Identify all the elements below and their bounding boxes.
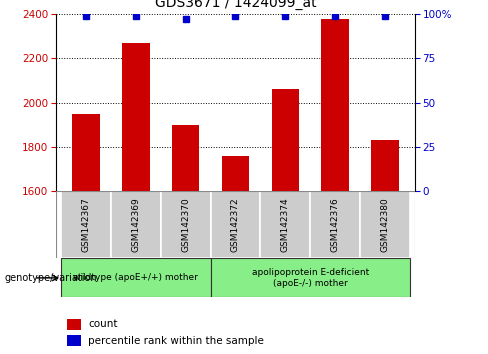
Bar — [111, 191, 161, 258]
Bar — [67, 335, 81, 346]
Bar — [310, 191, 360, 258]
Bar — [210, 258, 410, 297]
Text: GSM142369: GSM142369 — [131, 198, 141, 252]
Bar — [122, 43, 149, 191]
Bar — [371, 140, 399, 191]
Text: GSM142380: GSM142380 — [381, 198, 389, 252]
Bar — [61, 258, 210, 297]
Bar — [322, 19, 349, 191]
Text: wildtype (apoE+/+) mother: wildtype (apoE+/+) mother — [73, 273, 198, 282]
Text: GSM142372: GSM142372 — [231, 198, 240, 252]
Bar — [272, 89, 299, 191]
Text: GSM142367: GSM142367 — [81, 198, 90, 252]
Text: apolipoprotein E-deficient
(apoE-/-) mother: apolipoprotein E-deficient (apoE-/-) mot… — [251, 268, 369, 287]
Bar — [222, 156, 249, 191]
Bar — [172, 125, 199, 191]
Text: GSM142370: GSM142370 — [181, 198, 190, 252]
Bar — [161, 191, 210, 258]
Bar — [360, 191, 410, 258]
Bar — [61, 191, 111, 258]
Bar — [261, 191, 310, 258]
Bar — [67, 319, 81, 330]
Bar — [210, 191, 261, 258]
Text: GSM142376: GSM142376 — [330, 198, 340, 252]
Bar — [72, 114, 100, 191]
Text: count: count — [88, 319, 118, 329]
Title: GDS3671 / 1424099_at: GDS3671 / 1424099_at — [155, 0, 316, 10]
Text: GSM142374: GSM142374 — [281, 198, 290, 252]
Text: percentile rank within the sample: percentile rank within the sample — [88, 336, 264, 346]
Text: genotype/variation: genotype/variation — [5, 273, 98, 283]
